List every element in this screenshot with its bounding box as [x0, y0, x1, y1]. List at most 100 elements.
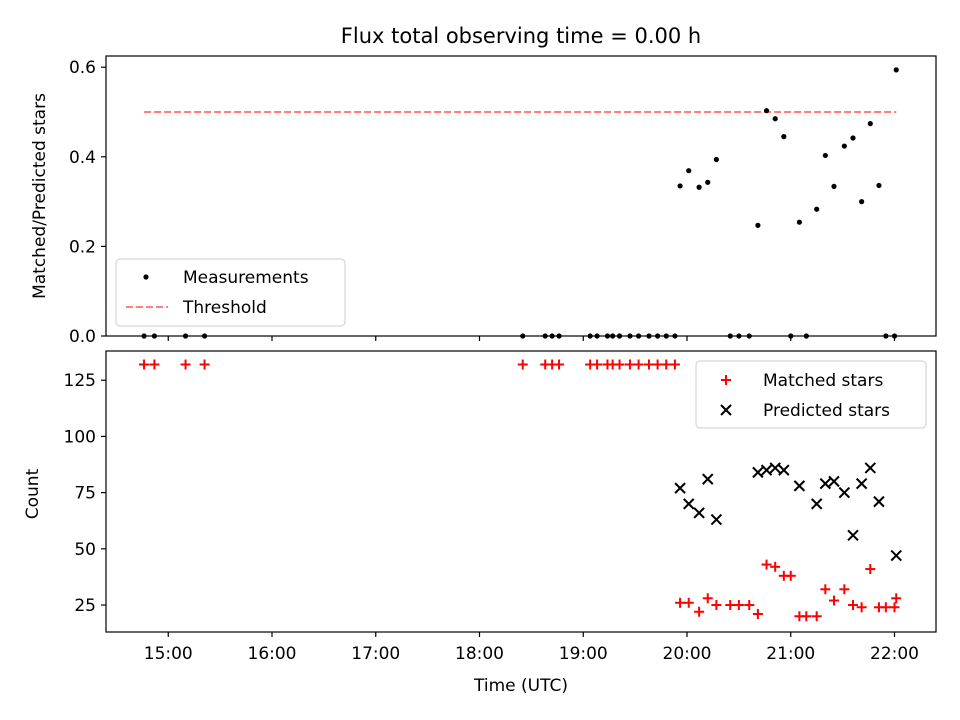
predicted-star-point — [702, 473, 714, 485]
predicted-star-point — [890, 549, 902, 562]
bottom-legend: Matched stars Predicted stars — [695, 360, 927, 429]
measurement-point — [831, 183, 837, 189]
matched-star-point — [675, 597, 686, 608]
matched-star-point — [683, 597, 694, 608]
matched-star-point — [661, 359, 672, 370]
measurement-point — [814, 206, 820, 212]
measurement-point — [803, 333, 809, 339]
matched-star-point — [624, 359, 635, 370]
matched-star-point — [880, 602, 891, 613]
predicted-star-point — [683, 498, 695, 510]
predicted-star-point — [693, 507, 705, 519]
bottom-series-layer — [139, 359, 902, 622]
matched-star-point — [733, 600, 744, 611]
measurement-point — [736, 333, 742, 339]
top-y-axis-label: Matched/Predicted stars — [30, 93, 50, 299]
matched-star-point — [744, 600, 755, 611]
matched-star-point — [891, 593, 902, 604]
matched-star-point — [752, 609, 763, 620]
measurement-point — [663, 333, 669, 339]
predicted-star-point — [838, 486, 851, 499]
measurement-point — [696, 184, 702, 190]
bottom-y-tick-label: 50 — [74, 540, 96, 560]
measurement-point — [655, 333, 661, 339]
measurement-point — [781, 134, 787, 140]
matched-star-point — [785, 570, 796, 581]
legend-predicted-marker — [720, 404, 732, 416]
matched-star-point — [770, 561, 781, 572]
measurement-point — [727, 333, 733, 339]
predicted-star-point — [710, 513, 723, 526]
top-y-tick-label: 0.2 — [69, 237, 96, 257]
matched-star-point — [694, 606, 705, 617]
bottom-legend-box — [695, 360, 927, 429]
matched-star-point — [614, 359, 625, 370]
figure-title: Flux total observing time = 0.00 h — [341, 24, 701, 48]
matched-star-point — [725, 600, 736, 611]
top-y-ticks: 0.0 0.2 0.4 0.6 — [69, 58, 106, 347]
predicted-star-point — [873, 495, 885, 508]
matched-star-point — [889, 602, 900, 613]
measurement-point — [763, 108, 770, 114]
measurement-point — [746, 333, 752, 339]
bottom-x-ticks: 15:00 16:00 17:00 18:00 19:00 20:00 21:00 22:00 — [144, 632, 919, 664]
measurement-point — [893, 67, 899, 73]
x-tick-label: 22:00 — [870, 644, 919, 664]
top-legend: Measurements Threshold — [115, 258, 346, 327]
top-panel: 0.0 0.2 0.4 0.6 Matched/Predicted stars Mea… — [30, 55, 937, 347]
measurement-point — [772, 116, 778, 122]
predicted-star-point — [769, 462, 781, 474]
measurement-point — [616, 333, 623, 339]
measurement-point — [677, 183, 683, 189]
measurement-point — [542, 333, 548, 339]
measurement-point — [859, 199, 865, 205]
predicted-star-point — [810, 498, 823, 510]
measurement-point — [182, 333, 189, 339]
measurement-point — [850, 135, 856, 141]
matched-star-point — [711, 600, 722, 611]
measurement-point — [883, 333, 889, 339]
matched-star-point — [811, 611, 822, 622]
matched-star-point — [848, 600, 858, 611]
predicted-star-point — [760, 464, 773, 476]
legend-predicted-label: Predicted stars — [763, 401, 890, 421]
measurement-point — [201, 333, 208, 339]
bottom-axes-frame — [105, 350, 937, 633]
top-series-layer — [141, 67, 899, 339]
matched-star-point — [139, 359, 150, 370]
predicted-star-point — [828, 475, 840, 488]
legend-measurements-label: Measurements — [183, 268, 309, 288]
measurement-point — [520, 333, 526, 339]
predicted-star-point — [793, 480, 806, 492]
predicted-star-point — [855, 477, 868, 490]
measurement-point — [841, 143, 847, 149]
measurement-point — [594, 333, 600, 339]
matched-star-point — [180, 359, 191, 370]
top-y-tick-label: 0.6 — [69, 58, 96, 78]
measurement-point — [549, 333, 555, 339]
matched-star-point — [199, 359, 210, 370]
matched-star-point — [643, 359, 654, 370]
x-tick-label: 21:00 — [766, 644, 815, 664]
top-y-tick-label: 0.0 — [69, 327, 96, 347]
measurement-point — [151, 333, 158, 339]
matched-star-point — [761, 559, 772, 570]
measurement-point — [610, 333, 616, 339]
matched-star-point — [865, 564, 876, 575]
measurement-point — [604, 333, 611, 339]
legend-matched-marker — [721, 375, 731, 385]
x-tick-label: 17:00 — [351, 644, 400, 664]
measurement-point — [627, 333, 633, 339]
matched-star-point — [517, 359, 528, 370]
x-tick-label: 15:00 — [144, 644, 193, 664]
measurement-point — [876, 182, 882, 189]
x-axis-label: Time (UTC) — [473, 676, 568, 696]
bottom-y-ticks: 25 50 75 100 125 — [64, 371, 106, 616]
predicted-star-point — [864, 462, 876, 474]
matched-star-point — [820, 584, 831, 595]
matched-star-point — [149, 359, 160, 370]
legend-matched-label: Matched stars — [763, 371, 883, 391]
x-tick-label: 19:00 — [559, 644, 608, 664]
legend-threshold-label: Threshold — [182, 298, 267, 318]
